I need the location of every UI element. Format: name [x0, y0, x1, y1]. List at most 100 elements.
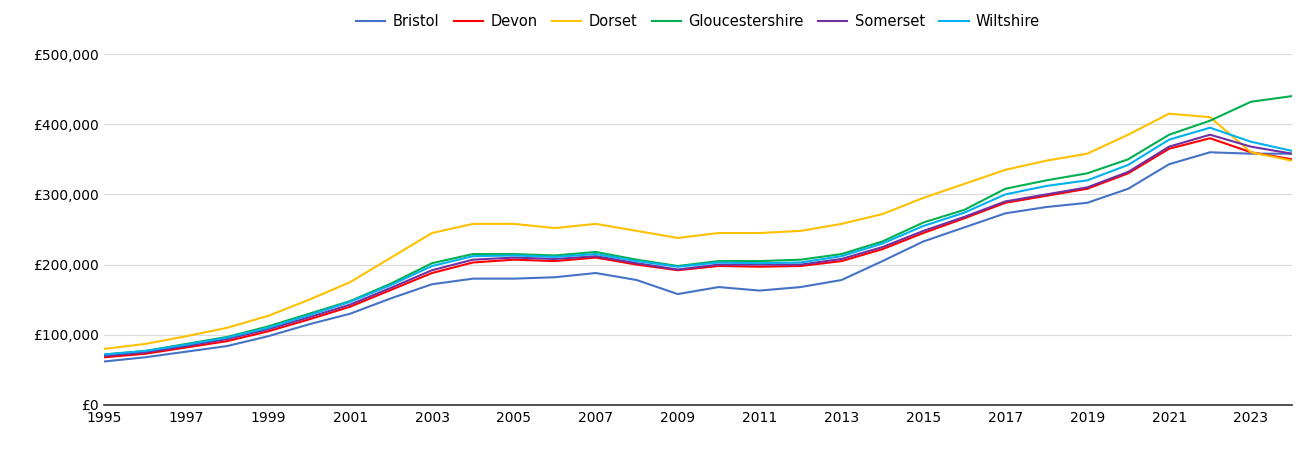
- Wiltshire: [916, 223, 932, 229]
- Gloucestershire: [1079, 171, 1095, 176]
- Line: Devon: Devon: [104, 138, 1292, 357]
- Wiltshire: [179, 342, 194, 347]
- Somerset: [384, 285, 399, 290]
- Somerset: [342, 302, 358, 307]
- Dorset: [997, 167, 1013, 172]
- Gloucestershire: [506, 252, 522, 257]
- Wiltshire: [137, 348, 153, 354]
- Wiltshire: [547, 254, 562, 260]
- Bristol: [342, 311, 358, 316]
- Dorset: [261, 313, 277, 319]
- Gloucestershire: [629, 257, 645, 262]
- Dorset: [792, 228, 808, 234]
- Bristol: [629, 277, 645, 283]
- Somerset: [179, 343, 194, 349]
- Devon: [629, 262, 645, 267]
- Wiltshire: [752, 261, 767, 266]
- Wiltshire: [874, 241, 890, 246]
- Gloucestershire: [424, 261, 440, 266]
- Gloucestershire: [1284, 94, 1300, 99]
- Bristol: [1039, 204, 1054, 210]
- Bristol: [301, 322, 317, 327]
- Line: Wiltshire: Wiltshire: [104, 128, 1292, 355]
- Devon: [342, 304, 358, 310]
- Somerset: [752, 262, 767, 267]
- Wiltshire: [424, 263, 440, 269]
- Wiltshire: [301, 312, 317, 318]
- Bristol: [465, 276, 480, 281]
- Wiltshire: [629, 258, 645, 264]
- Bristol: [424, 282, 440, 287]
- Bristol: [506, 276, 522, 281]
- Wiltshire: [1202, 125, 1218, 130]
- Gloucestershire: [547, 253, 562, 258]
- Wiltshire: [219, 335, 235, 340]
- Gloucestershire: [1202, 118, 1218, 123]
- Bristol: [1161, 162, 1177, 167]
- Wiltshire: [669, 264, 685, 270]
- Gloucestershire: [97, 352, 112, 357]
- Dorset: [957, 181, 972, 187]
- Somerset: [589, 253, 604, 259]
- Wiltshire: [589, 252, 604, 257]
- Gloucestershire: [1244, 99, 1259, 104]
- Bristol: [137, 355, 153, 360]
- Devon: [997, 200, 1013, 206]
- Somerset: [1284, 151, 1300, 157]
- Dorset: [424, 230, 440, 236]
- Wiltshire: [997, 192, 1013, 197]
- Dorset: [342, 279, 358, 285]
- Devon: [179, 345, 194, 350]
- Dorset: [589, 221, 604, 227]
- Dorset: [711, 230, 727, 236]
- Gloucestershire: [874, 239, 890, 244]
- Gloucestershire: [1120, 157, 1135, 162]
- Devon: [97, 355, 112, 360]
- Line: Somerset: Somerset: [104, 135, 1292, 356]
- Devon: [874, 247, 890, 252]
- Dorset: [874, 212, 890, 217]
- Dorset: [669, 235, 685, 241]
- Somerset: [424, 267, 440, 273]
- Wiltshire: [1161, 137, 1177, 142]
- Devon: [547, 258, 562, 264]
- Gloucestershire: [301, 311, 317, 316]
- Gloucestershire: [465, 252, 480, 257]
- Bristol: [1120, 186, 1135, 192]
- Dorset: [834, 221, 850, 227]
- Legend: Bristol, Devon, Dorset, Gloucestershire, Somerset, Wiltshire: Bristol, Devon, Dorset, Gloucestershire,…: [351, 9, 1045, 35]
- Somerset: [997, 199, 1013, 204]
- Dorset: [1284, 158, 1300, 163]
- Somerset: [957, 214, 972, 220]
- Somerset: [219, 336, 235, 342]
- Gloucestershire: [1039, 178, 1054, 183]
- Somerset: [669, 267, 685, 272]
- Dorset: [1079, 151, 1095, 157]
- Devon: [1284, 157, 1300, 162]
- Somerset: [1039, 192, 1054, 197]
- Gloucestershire: [179, 341, 194, 346]
- Dorset: [97, 346, 112, 351]
- Somerset: [874, 244, 890, 250]
- Bristol: [179, 349, 194, 354]
- Bristol: [1244, 151, 1259, 157]
- Gloucestershire: [752, 258, 767, 264]
- Devon: [1039, 193, 1054, 198]
- Somerset: [261, 327, 277, 332]
- Somerset: [1202, 132, 1218, 137]
- Somerset: [1161, 144, 1177, 149]
- Devon: [669, 267, 685, 273]
- Devon: [465, 260, 480, 265]
- Dorset: [547, 225, 562, 231]
- Somerset: [1079, 184, 1095, 190]
- Dorset: [384, 255, 399, 260]
- Dorset: [465, 221, 480, 227]
- Devon: [384, 287, 399, 292]
- Wiltshire: [792, 260, 808, 265]
- Bristol: [1284, 151, 1300, 157]
- Bristol: [916, 239, 932, 244]
- Devon: [219, 338, 235, 344]
- Wiltshire: [342, 299, 358, 305]
- Bristol: [589, 270, 604, 276]
- Gloucestershire: [834, 252, 850, 257]
